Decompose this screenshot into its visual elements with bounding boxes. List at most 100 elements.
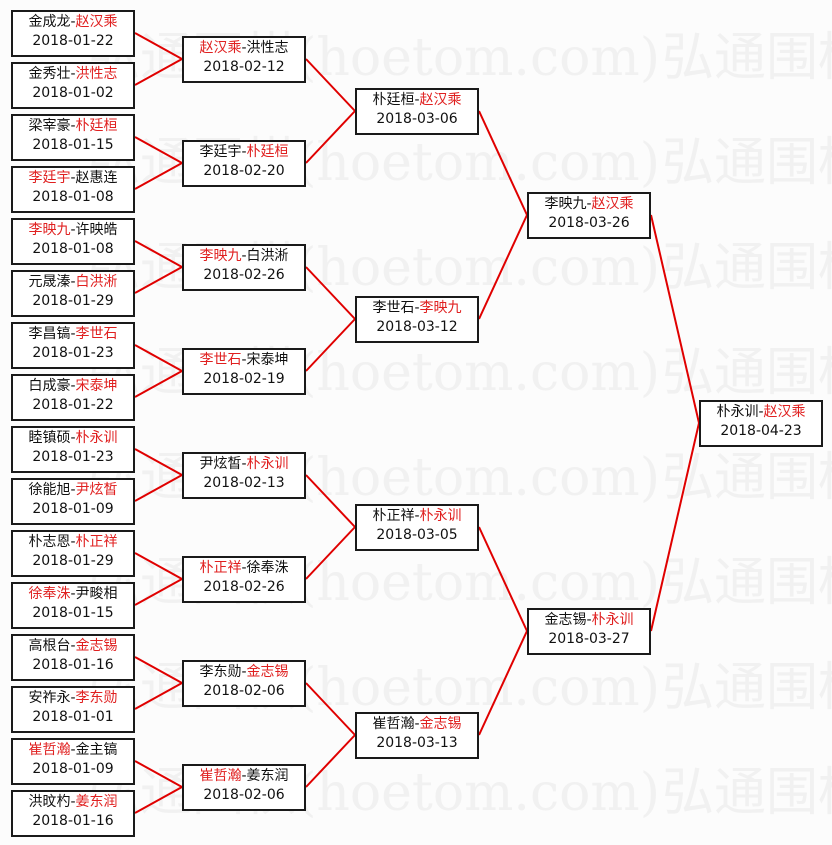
match-box: 李世石-李映九 2018-03-12 <box>355 296 479 343</box>
match-box: 朴廷桓-赵汉乘 2018-03-06 <box>355 88 479 135</box>
match-players: 白成豪-宋泰坤 <box>13 377 133 396</box>
separator: - <box>70 794 76 810</box>
winner-name: 徐奉洙 <box>28 586 71 602</box>
connector-line <box>134 578 183 606</box>
match-date: 2018-01-22 <box>32 397 114 413</box>
match-date: 2018-01-22 <box>32 33 114 49</box>
loser-name: 许映皓 <box>75 222 118 238</box>
watermark-text: 弘通围棋 <box>662 763 832 823</box>
loser-name: 徐奉洙 <box>246 560 289 576</box>
winner-name: 李廷宇 <box>28 170 71 186</box>
match-box: 崔哲瀚-金主镐 2018-01-09 <box>11 738 135 785</box>
winner-name: 李映九 <box>28 222 71 238</box>
match-date: 2018-01-23 <box>32 449 114 465</box>
separator: - <box>241 664 247 680</box>
match-date: 2018-03-05 <box>376 527 458 543</box>
separator: - <box>70 14 76 30</box>
connector-line <box>478 526 528 632</box>
separator: - <box>70 170 76 186</box>
match-box: 崔哲瀚-金志锡 2018-03-13 <box>355 712 479 759</box>
connector-line <box>134 58 183 86</box>
connector-line <box>134 786 183 814</box>
winner-name: 朴廷桓 <box>75 118 118 134</box>
match-date: 2018-01-09 <box>32 501 114 517</box>
match-players: 金志锡-朴永训 <box>529 611 649 630</box>
connector-line <box>650 422 700 632</box>
match-box: 白成豪-宋泰坤 2018-01-22 <box>11 374 135 421</box>
loser-name: 白洪淅 <box>246 248 289 264</box>
match-box: 李廷宇-赵惠连 2018-01-08 <box>11 166 135 213</box>
match-box: 崔哲瀚-姜东润 2018-02-06 <box>182 764 306 811</box>
match-box: 金秀壮-洪性志 2018-01-02 <box>11 62 135 109</box>
connector-line <box>305 58 356 112</box>
winner-name: 朴永训 <box>75 430 118 446</box>
match-players: 朴正祥-徐奉洙 <box>184 559 304 578</box>
match-date: 2018-03-27 <box>548 631 630 647</box>
final-match-box: 朴永训-赵汉乘 2018-04-23 <box>699 400 823 447</box>
loser-name: 李廷宇 <box>199 144 242 160</box>
match-date: 2018-01-29 <box>32 293 114 309</box>
winner-name: 崔哲瀚 <box>28 742 71 758</box>
match-date: 2018-01-08 <box>32 189 114 205</box>
match-date: 2018-01-09 <box>32 761 114 777</box>
connector-line <box>134 266 183 294</box>
match-box: 徐奉洙-尹畯相 2018-01-15 <box>11 582 135 629</box>
connector-line <box>134 552 183 580</box>
connector-line <box>134 656 183 684</box>
loser-name: 洪性志 <box>246 40 289 56</box>
separator: - <box>70 118 76 134</box>
match-players: 李昌镐-李世石 <box>13 325 133 344</box>
winner-name: 金志锡 <box>75 638 118 654</box>
connector-line <box>305 734 356 788</box>
match-box: 梁宰豪-朴廷桓 2018-01-15 <box>11 114 135 161</box>
connector-line <box>305 526 356 580</box>
match-box: 朴志恩-朴正祥 2018-01-29 <box>11 530 135 577</box>
winner-name: 朴正祥 <box>199 560 242 576</box>
connector-line <box>134 448 183 476</box>
winner-name: 尹炫皙 <box>75 482 118 498</box>
watermark-text: 弘通围棋 <box>662 658 832 718</box>
winner-name: 赵汉乘 <box>419 92 462 108</box>
match-box: 元晟溱-白洪淅 2018-01-29 <box>11 270 135 317</box>
match-date: 2018-01-15 <box>32 605 114 621</box>
match-box: 洪旼杓-姜东润 2018-01-16 <box>11 790 135 837</box>
match-players: 崔哲瀚-姜东润 <box>184 767 304 786</box>
loser-name: 尹炫皙 <box>199 456 242 472</box>
winner-name: 朴永训 <box>246 456 289 472</box>
match-box: 安祚永-李东勋 2018-01-01 <box>11 686 135 733</box>
separator: - <box>70 274 76 290</box>
match-date: 2018-02-12 <box>203 59 285 75</box>
loser-name: 睦镇硕 <box>28 430 71 446</box>
match-players: 李映九-白洪淅 <box>184 247 304 266</box>
match-box: 朴正祥-朴永训 2018-03-05 <box>355 504 479 551</box>
winner-name: 金志锡 <box>246 664 289 680</box>
loser-name: 洪旼杓 <box>28 794 71 810</box>
separator: - <box>414 716 420 732</box>
match-players: 尹炫皙-朴永训 <box>184 455 304 474</box>
separator: - <box>758 404 764 420</box>
match-box: 高根台-金志锡 2018-01-16 <box>11 634 135 681</box>
match-players: 赵汉乘-洪性志 <box>184 39 304 58</box>
separator: - <box>70 638 76 654</box>
match-players: 洪旼杓-姜东润 <box>13 793 133 812</box>
separator: - <box>414 92 420 108</box>
match-players: 睦镇硕-朴永训 <box>13 429 133 448</box>
connector-line <box>134 474 183 502</box>
connector-line <box>650 214 700 424</box>
separator: - <box>241 352 247 368</box>
loser-name: 金成龙 <box>28 14 71 30</box>
match-players: 朴永训-赵汉乘 <box>701 403 821 422</box>
match-date: 2018-02-26 <box>203 267 285 283</box>
match-date: 2018-03-26 <box>548 215 630 231</box>
connector-line <box>478 110 528 216</box>
winner-name: 李世石 <box>75 326 118 342</box>
connector-line <box>305 474 356 528</box>
loser-name: 赵惠连 <box>75 170 118 186</box>
loser-name: 朴志恩 <box>28 534 71 550</box>
match-box: 李廷宇-朴廷桓 2018-02-20 <box>182 140 306 187</box>
winner-name: 姜东润 <box>75 794 118 810</box>
separator: - <box>241 144 247 160</box>
connector-line <box>305 318 356 372</box>
loser-name: 梁宰豪 <box>28 118 71 134</box>
match-players: 徐能旭-尹炫皙 <box>13 481 133 500</box>
